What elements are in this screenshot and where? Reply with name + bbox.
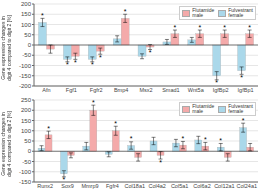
- svg-text:Msx2: Msx2: [139, 87, 152, 93]
- svg-text:*: *: [41, 12, 44, 19]
- html-text:Flutamide male: Flutamide male: [192, 103, 215, 114]
- svg-text:*: *: [240, 74, 243, 81]
- svg-text:Fgfr2: Fgfr2: [90, 87, 103, 93]
- svg-text:*: *: [159, 159, 162, 166]
- svg-text:100: 100: [21, 128, 32, 134]
- svg-text:-150: -150: [19, 179, 32, 185]
- svg-text:-100: -100: [19, 63, 32, 69]
- svg-text:*: *: [99, 54, 102, 61]
- svg-text:200: 200: [21, 1, 32, 7]
- svg-text:150: 150: [21, 118, 32, 124]
- html-text:Gene expression changes in dig: Gene expression changes in digit 4 compa…: [0, 111, 11, 177]
- svg-text:*: *: [47, 125, 50, 132]
- svg-text:200: 200: [21, 107, 32, 113]
- svg-text:Runx2: Runx2: [37, 183, 53, 189]
- svg-text:-200: -200: [19, 83, 32, 89]
- svg-text:Sox9: Sox9: [61, 183, 74, 189]
- svg-text:*: *: [91, 61, 94, 68]
- html-text:Flutamide male: Flutamide male: [192, 7, 215, 18]
- svg-text:250: 250: [21, 97, 32, 103]
- html-text:Fulvestrant female: Fulvestrant female: [228, 103, 253, 114]
- svg-text:Col4a2: Col4a2: [148, 183, 165, 189]
- svg-text:0: 0: [28, 148, 32, 154]
- svg-text:*: *: [242, 117, 245, 124]
- svg-text:0: 0: [28, 42, 32, 48]
- svg-text:IgfBp2: IgfBp2: [213, 87, 229, 93]
- svg-text:150: 150: [21, 11, 32, 17]
- svg-text:Col18a1: Col18a1: [125, 183, 146, 189]
- svg-text:*: *: [124, 8, 127, 15]
- svg-text:*: *: [130, 135, 133, 142]
- svg-text:*: *: [66, 61, 69, 68]
- svg-text:Bmp4: Bmp4: [114, 87, 128, 93]
- html-text:Fulvestrant female: Fulvestrant female: [228, 7, 253, 18]
- svg-text:*: *: [215, 79, 218, 86]
- svg-text:*: *: [114, 120, 117, 127]
- svg-text:-50: -50: [22, 159, 31, 165]
- svg-text:Mmrp9: Mmrp9: [81, 183, 98, 189]
- svg-text:Wnt5a: Wnt5a: [188, 87, 205, 93]
- svg-text:Col12a1: Col12a1: [214, 183, 235, 189]
- svg-text:Col5a1: Col5a1: [171, 183, 188, 189]
- svg-text:*: *: [182, 135, 185, 142]
- svg-text:*: *: [219, 137, 222, 144]
- svg-text:IgfBp1: IgfBp1: [238, 87, 254, 93]
- svg-text:*: *: [92, 100, 95, 106]
- svg-text:*: *: [223, 24, 226, 31]
- html-text:Gene expression changes in dig: Gene expression changes in digit 4 compa…: [0, 15, 11, 81]
- svg-text:Smad1: Smad1: [162, 87, 179, 93]
- svg-text:*: *: [149, 49, 152, 56]
- svg-text:*: *: [63, 176, 66, 182]
- svg-text:Col6a2: Col6a2: [193, 183, 210, 189]
- svg-text:*: *: [204, 136, 207, 143]
- svg-text:Afn: Afn: [42, 87, 50, 93]
- svg-text:50: 50: [24, 138, 31, 144]
- svg-text:*: *: [248, 24, 251, 31]
- svg-text:-100: -100: [19, 169, 32, 175]
- svg-text:Col24a1: Col24a1: [237, 183, 254, 189]
- svg-text:*: *: [198, 24, 201, 31]
- svg-text:100: 100: [21, 22, 32, 28]
- svg-text:*: *: [174, 24, 177, 31]
- svg-text:-50: -50: [22, 52, 31, 58]
- svg-text:50: 50: [24, 32, 31, 38]
- svg-text:Fgfr4: Fgfr4: [106, 183, 119, 189]
- svg-text:Fgf1: Fgf1: [66, 87, 77, 93]
- svg-text:-150: -150: [19, 73, 32, 79]
- svg-text:*: *: [74, 59, 77, 66]
